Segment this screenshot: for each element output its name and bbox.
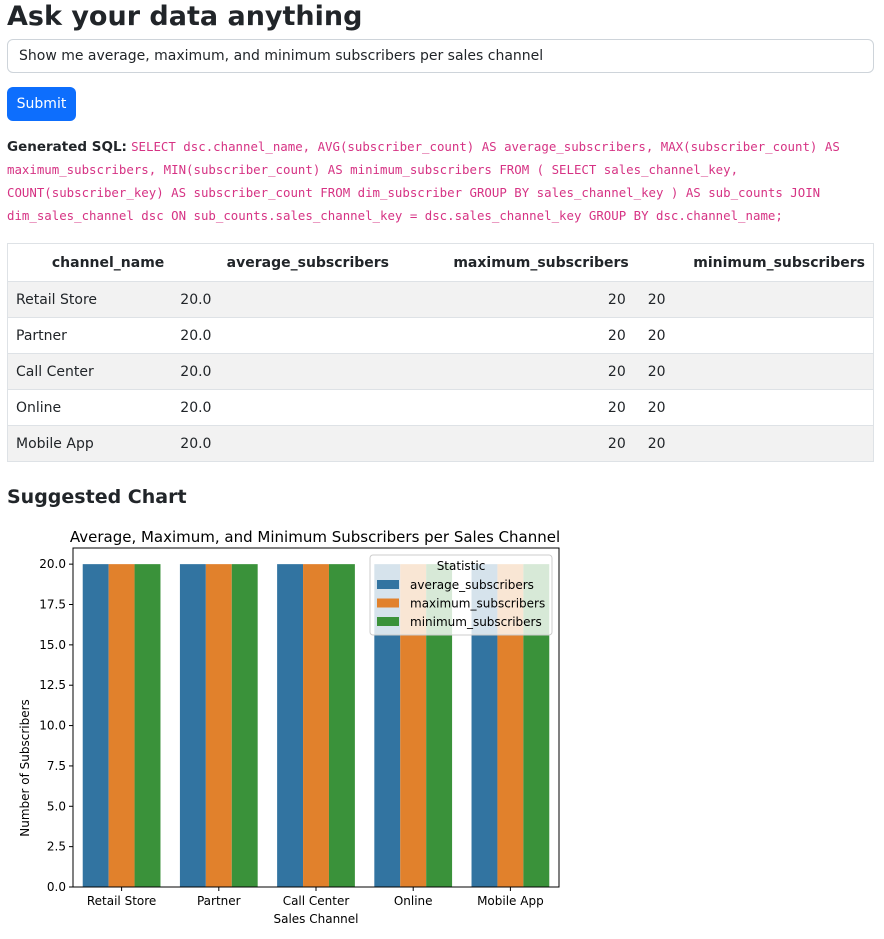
page-title: Ask your data anything bbox=[7, 1, 363, 32]
table-cell: 20 bbox=[636, 353, 874, 390]
table-header-row: channel_name average_subscribers maximum… bbox=[7, 243, 874, 282]
chart-bar bbox=[303, 564, 329, 887]
table-cell: 20.0 bbox=[172, 353, 398, 390]
y-tick-label: 15.0 bbox=[39, 638, 66, 652]
chart-x-axis: Retail Store Partner Call Center Online Mobi… bbox=[87, 887, 544, 908]
results-table: channel_name average_subscribers maximum… bbox=[7, 243, 874, 462]
column-header[interactable]: minimum_subscribers bbox=[636, 243, 874, 282]
table-cell: Call Center bbox=[7, 353, 173, 390]
column-header[interactable]: channel_name bbox=[7, 243, 173, 282]
y-tick-label: 0.0 bbox=[47, 880, 66, 894]
legend-swatch bbox=[377, 617, 399, 626]
table-cell: 20 bbox=[397, 281, 637, 318]
chart-legend: Statistic average_subscribers maximum_subs… bbox=[369, 554, 553, 636]
table-row: Mobile App 20.0 20 20 bbox=[7, 425, 874, 462]
legend-entry: maximum_subscribers bbox=[410, 597, 545, 611]
x-tick-label: Online bbox=[394, 894, 433, 908]
sql-query: SELECT dsc.channel_name, AVG(subscriber_… bbox=[7, 139, 840, 223]
table-row: Retail Store 20.0 20 20 bbox=[7, 281, 874, 318]
x-tick-label: Partner bbox=[197, 894, 241, 908]
table-cell: 20.0 bbox=[172, 389, 398, 426]
table-cell: Partner bbox=[7, 317, 173, 354]
chart-bar bbox=[82, 564, 109, 887]
question-input[interactable] bbox=[7, 39, 874, 73]
table-cell: 20 bbox=[636, 425, 874, 462]
suggested-chart-heading: Suggested Chart bbox=[7, 486, 187, 508]
y-tick-label: 17.5 bbox=[39, 598, 66, 612]
y-tick-label: 10.0 bbox=[39, 719, 66, 733]
chart-bar bbox=[108, 564, 135, 887]
chart-bar bbox=[179, 564, 206, 887]
legend-title: Statistic bbox=[437, 559, 486, 573]
chart-bar bbox=[134, 564, 161, 887]
chart-bar bbox=[205, 564, 232, 887]
y-tick-label: 12.5 bbox=[39, 678, 66, 692]
table-cell: Retail Store bbox=[7, 281, 173, 318]
legend-box bbox=[369, 554, 553, 636]
generated-sql: Generated SQL: SELECT dsc.channel_name, … bbox=[7, 136, 873, 228]
submit-button[interactable]: Submit bbox=[7, 87, 76, 121]
legend-entry: average_subscribers bbox=[410, 578, 534, 592]
table-cell: 20 bbox=[397, 389, 637, 426]
y-tick-label: 5.0 bbox=[47, 799, 66, 813]
table-cell: 20 bbox=[636, 281, 874, 318]
table-row: Partner 20.0 20 20 bbox=[7, 317, 874, 354]
y-tick-label: 2.5 bbox=[47, 840, 66, 854]
chart-bars bbox=[82, 564, 550, 887]
y-tick-label: 7.5 bbox=[47, 759, 66, 773]
table-cell: Mobile App bbox=[7, 425, 173, 462]
legend-swatch bbox=[377, 598, 399, 608]
column-header[interactable]: maximum_subscribers bbox=[397, 243, 637, 282]
table-cell: 20 bbox=[636, 317, 874, 354]
x-tick-label: Retail Store bbox=[87, 894, 156, 908]
chart-bar bbox=[231, 564, 258, 887]
chart-x-axis-label: Sales Channel bbox=[273, 912, 358, 926]
column-header[interactable]: average_subscribers bbox=[172, 243, 398, 282]
chart-bar bbox=[277, 564, 304, 887]
table-cell: 20.0 bbox=[172, 281, 398, 318]
suggested-chart: Average, Maximum, and Minimum Subscriber… bbox=[18, 528, 560, 926]
y-tick-label: 20.0 bbox=[39, 557, 66, 571]
table-cell: Online bbox=[7, 389, 173, 426]
legend-entry: minimum_subscribers bbox=[410, 615, 542, 629]
x-tick-label: Mobile App bbox=[477, 894, 544, 908]
chart-y-axis-label: Number of Subscribers bbox=[18, 699, 32, 837]
chart-y-axis: 0.0 2.5 5.0 7.5 10.0 12.5 15.0 17.5 20.0 bbox=[39, 557, 73, 894]
chart-title: Average, Maximum, and Minimum Subscriber… bbox=[70, 528, 560, 546]
table-cell: 20.0 bbox=[172, 425, 398, 462]
table-row: Online 20.0 20 20 bbox=[7, 389, 874, 426]
sql-label: Generated SQL: bbox=[7, 139, 127, 155]
legend-swatch bbox=[377, 580, 399, 589]
table-cell: 20 bbox=[636, 389, 874, 426]
table-cell: 20 bbox=[397, 425, 637, 462]
chart-bar bbox=[328, 564, 355, 887]
table-row: Call Center 20.0 20 20 bbox=[7, 353, 874, 390]
table-cell: 20 bbox=[397, 317, 637, 354]
table-cell: 20.0 bbox=[172, 317, 398, 354]
table-cell: 20 bbox=[397, 353, 637, 390]
x-tick-label: Call Center bbox=[283, 894, 350, 908]
